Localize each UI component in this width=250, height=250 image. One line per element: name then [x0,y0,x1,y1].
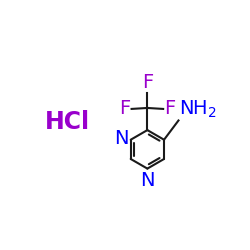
Text: NH$_2$: NH$_2$ [180,98,218,120]
Text: N: N [114,129,128,148]
Text: F: F [142,73,153,92]
Text: F: F [164,100,175,118]
Text: F: F [120,100,131,118]
Text: N: N [140,171,154,190]
Text: HCl: HCl [45,110,90,134]
